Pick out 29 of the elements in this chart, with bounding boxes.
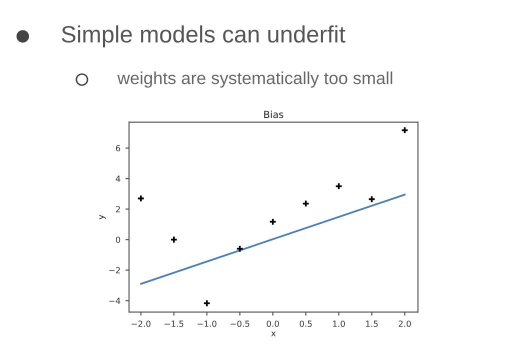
point [268, 218, 277, 226]
chart-title: Bias [264, 110, 284, 118]
y-axis-title: y [99, 214, 106, 220]
x-tick-label: −2.0 [132, 320, 150, 327]
y-tick-label: −2 [109, 267, 120, 274]
point [334, 182, 343, 190]
x-tick-label: −1.0 [198, 320, 216, 327]
text: weights are systematically too small [117, 71, 392, 88]
y-tick-label: 6 [116, 145, 120, 152]
y-tick-label: 0 [116, 236, 120, 243]
x-tick-label: 1.5 [366, 320, 378, 327]
x-tick-label: 0.5 [300, 320, 312, 327]
point [368, 195, 376, 204]
point [236, 244, 244, 253]
x-tick-label: −1.5 [164, 320, 184, 327]
x-tick-label: 0.0 [266, 320, 279, 327]
point [400, 126, 409, 134]
text: Simple models can underfit [62, 25, 346, 48]
point [137, 194, 145, 202]
x-tick-label: −0.5 [230, 320, 250, 327]
y-tick-label: 4 [116, 176, 120, 182]
y-tick-label: −4 [109, 298, 120, 304]
point [302, 200, 310, 208]
y-tick-label: 2 [116, 206, 120, 212]
point [203, 299, 211, 308]
x-axis-title: x [271, 332, 276, 336]
x-tick-label: 1.0 [333, 320, 345, 327]
point [170, 236, 178, 244]
x-tick-label: 2.0 [398, 320, 411, 327]
